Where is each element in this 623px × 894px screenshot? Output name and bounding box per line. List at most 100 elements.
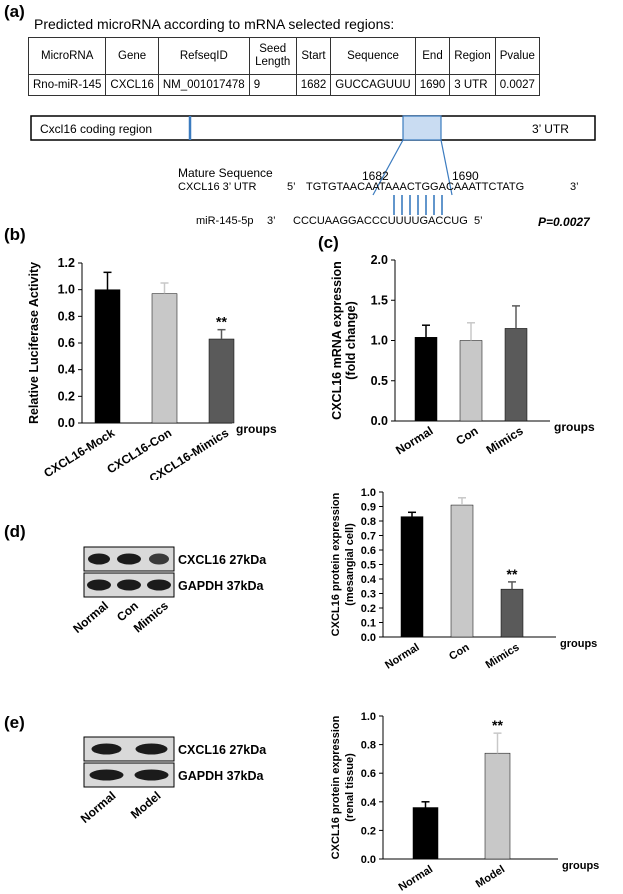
table-cell: 9 bbox=[248, 74, 297, 96]
y-tick-label: 0.7 bbox=[361, 531, 376, 543]
y-tick-label: 0.6 bbox=[361, 545, 376, 557]
y-axis-label: CXCL16 protein expression bbox=[330, 715, 342, 859]
table-cell: Rno-miR-145 bbox=[27, 74, 107, 96]
x-axis-label: groups bbox=[554, 420, 595, 434]
table-header-cell: Region bbox=[449, 37, 496, 75]
utr-region-label: 3’ UTR bbox=[532, 122, 569, 136]
table-cell: 0.0027 bbox=[494, 74, 540, 96]
y-tick-label: 0.0 bbox=[371, 414, 388, 428]
mir-3prime: 3’ bbox=[267, 215, 276, 227]
mesangial-protein-bar-chart: 0.0 0.1 0.2 0.3 0.4 0.5 0.6 0.7 0.8 0.9 1.0 Normal C… bbox=[330, 487, 597, 672]
table-cell: CXCL16 bbox=[105, 74, 159, 96]
gapdh-band bbox=[117, 579, 141, 591]
y-tick-label: 0.6 bbox=[58, 336, 75, 350]
cxcl16-band bbox=[149, 553, 169, 565]
blot-label: GAPDH 37kDa bbox=[178, 769, 264, 783]
y-tick-label: 0.2 bbox=[58, 389, 75, 403]
cxcl16-band bbox=[91, 743, 122, 755]
cxcl16-band bbox=[88, 553, 110, 565]
table-header-cell: Seed Length bbox=[248, 37, 297, 75]
blot-e: CXCL16 27kDa GAPDH 37kDa Normal Model bbox=[78, 736, 267, 826]
y-tick-label: 0.0 bbox=[58, 416, 75, 430]
table-cell: 1690 bbox=[414, 74, 451, 96]
blot-label: CXCL16 27kDa bbox=[178, 553, 267, 567]
y-tick-label: 1.0 bbox=[371, 334, 388, 348]
bar bbox=[414, 337, 438, 422]
y-tick-label: 0.4 bbox=[58, 363, 75, 377]
y-tick-label: 0.5 bbox=[371, 374, 388, 388]
cxcl16-band bbox=[117, 553, 141, 565]
gene-map-diagram: Cxcl16 coding region 3’ UTR 1682 1690 bbox=[30, 115, 596, 215]
seed-end-label: 1690 bbox=[452, 169, 479, 183]
y-tick-label: 0.4 bbox=[361, 797, 377, 809]
gapdh-band bbox=[87, 579, 111, 591]
seed-region-box bbox=[402, 115, 442, 141]
panel-d-letter: (d) bbox=[4, 522, 26, 541]
y-tick-label: 0.0 bbox=[361, 632, 376, 644]
bar bbox=[400, 516, 424, 638]
y-tick-label: 0.3 bbox=[361, 589, 376, 601]
utr-3prime: 3’ bbox=[570, 181, 579, 193]
alignment-pvalue: P=0.0027 bbox=[538, 215, 590, 229]
table-cell: NM_001017478 bbox=[157, 74, 250, 96]
x-tick-label: Con bbox=[453, 424, 480, 448]
y-tick-label: 0.8 bbox=[58, 309, 75, 323]
zoom-line-right bbox=[440, 139, 453, 196]
y-axis-label-secondary: (mesangial cell) bbox=[344, 523, 356, 606]
zoom-line-left bbox=[372, 139, 404, 196]
y-tick-label: 0.2 bbox=[361, 603, 376, 615]
blot-label: CXCL16 27kDa bbox=[178, 743, 267, 757]
y-tick-label: 1.2 bbox=[58, 256, 75, 270]
y-tick-label: 0.2 bbox=[361, 825, 376, 837]
y-tick-label: 0.1 bbox=[361, 618, 376, 630]
lane-label: Normal bbox=[78, 789, 119, 826]
table-cell: 3 UTR bbox=[449, 74, 496, 96]
microrna-table: MicroRNA Gene RefseqID Seed Length Start… bbox=[27, 37, 540, 96]
lane-label: Mimics bbox=[131, 598, 171, 635]
luciferase-bar-chart: 0.00.20.40.60.81.01.2CXCL16-MockCXCL16-C… bbox=[27, 256, 277, 480]
y-axis-label: Relative Luciferase Activity bbox=[27, 262, 41, 424]
x-axis-label: groups bbox=[236, 422, 277, 436]
x-axis-label: groups bbox=[560, 638, 597, 650]
table-cell: 1682 bbox=[295, 74, 332, 96]
table-cell: GUCCAGUUU bbox=[330, 74, 416, 96]
bar bbox=[94, 289, 121, 424]
bar bbox=[504, 328, 528, 422]
x-axis-label: groups bbox=[562, 860, 599, 872]
gene-bar bbox=[30, 115, 596, 141]
panel-c-letter: (c) bbox=[318, 233, 339, 252]
y-tick-label: 1.0 bbox=[58, 283, 75, 297]
y-tick-label: 1.0 bbox=[361, 487, 376, 499]
x-tick-label: Mimics bbox=[484, 424, 526, 458]
bar bbox=[208, 338, 235, 424]
bar bbox=[459, 340, 483, 422]
x-tick-label: Mimics bbox=[484, 641, 522, 671]
seed-start-label: 1682 bbox=[362, 169, 389, 183]
table-row: Rno-miR-145 CXCL16 NM_001017478 9 1682 G… bbox=[27, 74, 540, 96]
table-header-cell: MicroRNA bbox=[27, 37, 107, 75]
x-tick-label: CXCL16-Mock bbox=[41, 426, 117, 480]
panel-b-letter: (b) bbox=[4, 225, 26, 244]
significance-marker: ** bbox=[492, 717, 503, 733]
mrna-expression-bar-chart: 0.0 0.5 1.0 1.5 2.0 Normal Con Mimics groups CXCL… bbox=[330, 253, 595, 458]
y-tick-label: 0.5 bbox=[361, 560, 376, 572]
x-tick-label: Con bbox=[447, 641, 472, 663]
gapdh-band bbox=[147, 579, 171, 591]
blot-label: GAPDH 37kDa bbox=[178, 579, 264, 593]
pairing-lines bbox=[393, 195, 443, 215]
table-header-cell: RefseqID bbox=[157, 37, 250, 75]
panel-a-letter: (a) bbox=[4, 2, 25, 21]
bar bbox=[151, 293, 178, 424]
mir-row-label: miR-145-5p bbox=[196, 215, 254, 227]
y-tick-label: 0.9 bbox=[361, 502, 376, 514]
y-tick-label: 0.8 bbox=[361, 516, 376, 528]
y-tick-label: 0.0 bbox=[361, 854, 376, 866]
y-axis-label: CXCL16 mRNA expression bbox=[330, 261, 344, 420]
y-axis-label: CXCL16 protein expression bbox=[330, 492, 342, 636]
x-tick-label: Normal bbox=[397, 863, 436, 893]
x-tick-label: Model bbox=[474, 863, 507, 890]
coding-region-label: Cxcl16 coding region bbox=[40, 122, 152, 136]
bar bbox=[450, 504, 474, 638]
y-tick-label: 1.5 bbox=[371, 293, 388, 307]
